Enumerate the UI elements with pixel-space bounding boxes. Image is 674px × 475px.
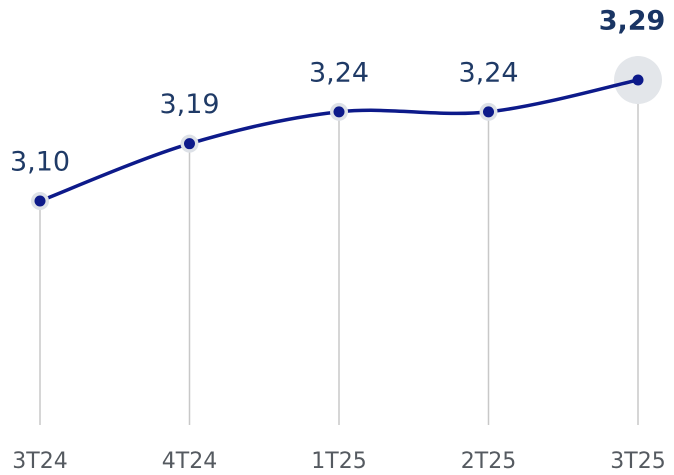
point — [333, 106, 345, 118]
point — [632, 74, 644, 86]
point — [34, 195, 46, 207]
x-tick-label: 1T25 — [311, 449, 366, 474]
x-tick-label: 4T24 — [162, 449, 217, 474]
x-tick-label: 3T25 — [610, 449, 665, 474]
value-label: 3,19 — [159, 89, 219, 120]
value-label: 3,24 — [309, 57, 369, 88]
value-label: 3,10 — [10, 147, 70, 178]
value-label: 3,29 — [599, 6, 666, 37]
value-label: 3,24 — [458, 57, 518, 88]
point — [483, 106, 494, 118]
x-tick-label: 3T24 — [12, 449, 67, 474]
x-tick-label: 2T25 — [461, 449, 516, 474]
point — [184, 138, 195, 150]
